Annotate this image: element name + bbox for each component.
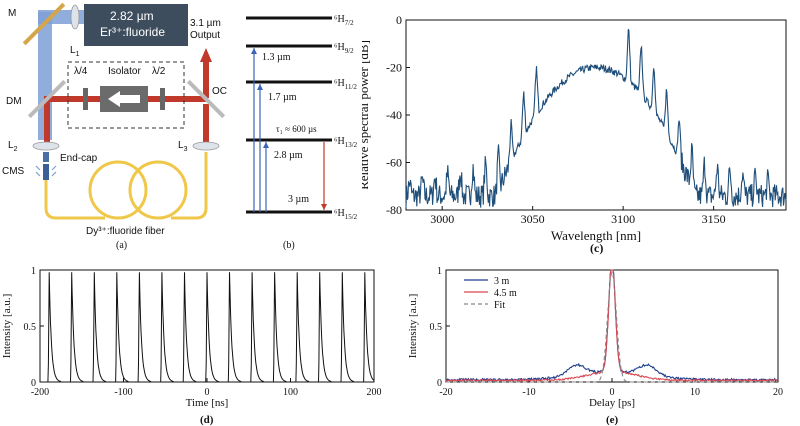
y-tick-label-2: -40 [386, 108, 402, 122]
panel-c-label: (c) [590, 241, 604, 255]
x-axis-label: Wavelength [nm] [551, 228, 641, 243]
spectrum-chart: 3000 3050 3100 3150 -80 -60 -40 -20 0 Wavelength … [362, 13, 787, 243]
x-axis-label: Time [ns] [186, 397, 229, 409]
x-tick-label-4: 20 [773, 387, 783, 398]
legend-label-2: Fit [494, 300, 505, 311]
laser-arrow-head [321, 204, 327, 210]
label-l1: L1 [70, 45, 80, 58]
x-tick-label-1: -10 [522, 387, 535, 398]
x-tick-label-3: 100 [283, 387, 298, 398]
spectrum-series-line [405, 28, 787, 208]
y-tick-label-0: 0 [31, 378, 36, 389]
lifetime-label: τ₁ ≈ 600 µs [276, 124, 317, 134]
x-tick-label-0: -20 [439, 387, 452, 398]
label-endcap: End-cap [60, 153, 98, 164]
energy-level-label-3: ⁶H13/2 [334, 136, 358, 149]
pump-arrow-2-head [263, 142, 269, 148]
mirror-m [22, 2, 66, 46]
x-tick-label-2: 0 [610, 387, 615, 398]
y-tick-label-0: 0 [437, 378, 442, 389]
output-coupler [186, 79, 226, 119]
y-tick-label-1: 0.5 [430, 322, 443, 333]
x-tick-label-1: 3050 [521, 212, 545, 226]
y-tick-label-2: 1 [31, 266, 36, 277]
transition-label-2: 2.8 µm [274, 150, 303, 161]
lens-l1 [70, 4, 80, 30]
label-qwp: λ/4 [74, 66, 88, 77]
legend-label-0: 3 m [494, 276, 510, 287]
cms [43, 164, 49, 180]
lens-l3 [192, 141, 220, 151]
y-axis-label: Relative spectral power [dB] [362, 40, 371, 190]
y-tick-label-4: 0 [396, 13, 402, 27]
label-dm: DM [6, 96, 22, 107]
end-cap [43, 152, 49, 162]
transition-label-1: 1.7 µm [268, 92, 297, 103]
output-line2: Output [190, 30, 221, 41]
pulse-series-line [40, 272, 375, 383]
lens-l2 [32, 141, 60, 151]
y-tick-label-0: -80 [386, 203, 402, 217]
label-fiber: Dy³⁺:fluoride fiber [86, 226, 165, 237]
x-tick-label-0: 3000 [430, 212, 454, 226]
x-tick-label-2: 3100 [611, 212, 635, 226]
y-tick-label-1: -60 [386, 156, 402, 170]
label-hwp: λ/2 [152, 66, 166, 77]
energy-level-label-1: ⁶H9/2 [334, 42, 354, 55]
x-tick-label-2: 0 [205, 387, 210, 398]
output-line1: 3.1 µm [190, 18, 221, 29]
energy-level-label-0: ⁶H7/2 [334, 14, 354, 27]
label-m: M [8, 8, 17, 19]
setup-diagram [22, 2, 226, 220]
pulse-train-chart: -200 -100 0 100 200 0 0.5 1 Time [ns] Intensity [… [1, 266, 382, 409]
label-cms: CMS [2, 166, 25, 177]
qwp-plate [83, 88, 88, 110]
series-line-2 [446, 270, 778, 383]
x-tick-label-1: -100 [114, 387, 132, 398]
y-axis-label: Intensity [a.u.] [407, 294, 419, 358]
isolator-enclosure [67, 61, 185, 129]
series-line-1 [445, 269, 778, 383]
cms-arrows-icon [35, 165, 57, 177]
energy-level-label-2: ⁶H11/2 [334, 78, 357, 91]
x-tick-label-3: 10 [690, 387, 700, 398]
panel-a-label: (a) [116, 240, 128, 251]
legend-label-1: 4.5 m [494, 288, 517, 299]
transition-label-3: 3 µm [288, 194, 309, 205]
fiber-coil [44, 152, 208, 220]
energy-level-diagram: ⁶H7/2 ⁶H9/2 ⁶H11/2 ⁶H13/2 ⁶H15/2 1.3 µm 1.7 µm… [246, 14, 358, 221]
panel-d-label: (d) [200, 414, 214, 426]
label-oc: OC [212, 86, 227, 97]
y-axis-label: Intensity [a.u.] [1, 294, 13, 358]
x-axis-label: Delay [ps] [589, 397, 635, 409]
y-tick-label-2: 1 [437, 266, 442, 277]
y-tick-label-1: 0.5 [24, 322, 37, 333]
autocorrelation-chart: -20 -10 0 10 20 0 0.5 1 Delay [ps] Intensity [a.u… [407, 266, 783, 409]
pump-arrow-1-head [257, 84, 263, 90]
panel-e-label: (e) [606, 414, 619, 426]
laser-line2: Er³⁺:fluoride [100, 25, 166, 39]
label-l2: L2 [8, 140, 18, 153]
pump-arrow-0-head [251, 48, 257, 54]
panel-b-label: (b) [283, 240, 295, 251]
plot-frame [405, 19, 787, 211]
label-isolator: Isolator [108, 66, 141, 77]
hwp-plate [160, 88, 165, 110]
laser-line1: 2.82 µm [110, 9, 154, 23]
x-tick-label-4: 200 [367, 387, 382, 398]
energy-level-label-4: ⁶H15/2 [334, 208, 358, 221]
x-tick-label-3: 3150 [702, 212, 726, 226]
pump-laser-box [84, 4, 188, 46]
transition-label-0: 1.3 µm [262, 52, 291, 63]
dichroic-mirror [27, 79, 67, 119]
label-l3: L3 [178, 140, 188, 153]
y-tick-label-3: -20 [386, 61, 402, 75]
isolator-arrow-icon [108, 91, 140, 107]
x-tick-label-0: -200 [31, 387, 49, 398]
